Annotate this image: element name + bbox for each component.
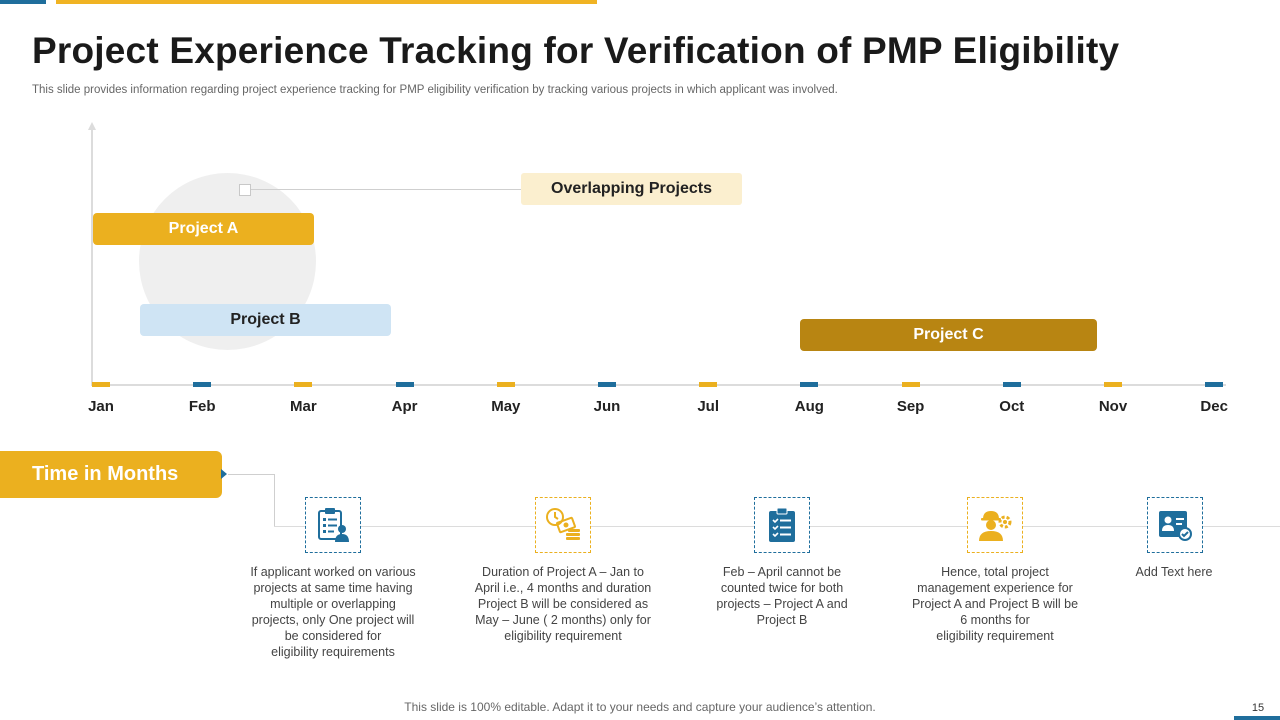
month-label-feb: Feb (188, 398, 216, 415)
time-label-arrow (221, 469, 227, 479)
checklist-icon (754, 497, 810, 553)
connector-line (228, 474, 275, 475)
footer-note: This slide is 100% editable. Adapt it to… (404, 700, 876, 714)
overlap-marker (239, 184, 251, 196)
profile-check-icon (1147, 497, 1203, 553)
clock-money-icon (535, 497, 591, 553)
month-tick (395, 382, 414, 387)
month-tick (193, 382, 212, 387)
step-2-description: Duration of Project A – Jan to April i.e… (474, 565, 652, 643)
overlap-connector-line (250, 189, 522, 190)
step-5-description: Add Text here (1135, 565, 1213, 579)
month-tick (294, 382, 313, 387)
month-label-sep: Sep (896, 398, 925, 415)
month-label-dec: Dec (1200, 398, 1228, 415)
y-axis-arrow (88, 122, 96, 130)
connector-line (274, 474, 275, 526)
month-label-apr: Apr (391, 398, 418, 415)
step-4-description: Hence, total project management experien… (911, 565, 1079, 643)
month-label-jun: Jun (593, 398, 621, 415)
month-tick (699, 382, 718, 387)
step-1-description: If applicant worked on various projects … (250, 565, 416, 659)
project-b-bar: Project B (140, 304, 391, 336)
month-label-may: May (491, 398, 521, 415)
slide-subtitle: This slide provides information regardin… (32, 84, 838, 96)
y-axis (91, 128, 93, 386)
page-number-accent (1234, 716, 1280, 720)
month-tick (800, 382, 819, 387)
top-accent-bar-blue (0, 0, 46, 4)
clipboard-user-icon (305, 497, 361, 553)
overlapping-projects-label: Overlapping Projects (521, 173, 742, 205)
x-axis (91, 384, 1226, 386)
month-label-jan: Jan (88, 398, 114, 415)
month-label-jul: Jul (697, 398, 720, 415)
month-tick (496, 382, 515, 387)
month-label-mar: Mar (290, 398, 317, 415)
slide-title: Project Experience Tracking for Verifica… (32, 30, 1120, 71)
month-tick (598, 382, 616, 387)
step-3-description: Feb – April cannot be counted twice for … (716, 565, 848, 627)
page-number: 15 (1251, 702, 1265, 714)
month-tick (1205, 382, 1224, 387)
top-accent-bar-gold (56, 0, 597, 4)
month-tick (1104, 382, 1122, 387)
month-label-oct: Oct (999, 398, 1025, 415)
month-tick (901, 382, 920, 387)
month-tick (1002, 382, 1021, 387)
project-a-bar: Project A (93, 213, 314, 245)
time-in-months-label: Time in Months (0, 451, 222, 498)
month-label-nov: Nov (1098, 398, 1128, 415)
worker-gear-icon (967, 497, 1023, 553)
month-label-aug: Aug (794, 398, 824, 415)
month-tick (92, 382, 110, 387)
project-c-bar: Project C (800, 319, 1097, 351)
